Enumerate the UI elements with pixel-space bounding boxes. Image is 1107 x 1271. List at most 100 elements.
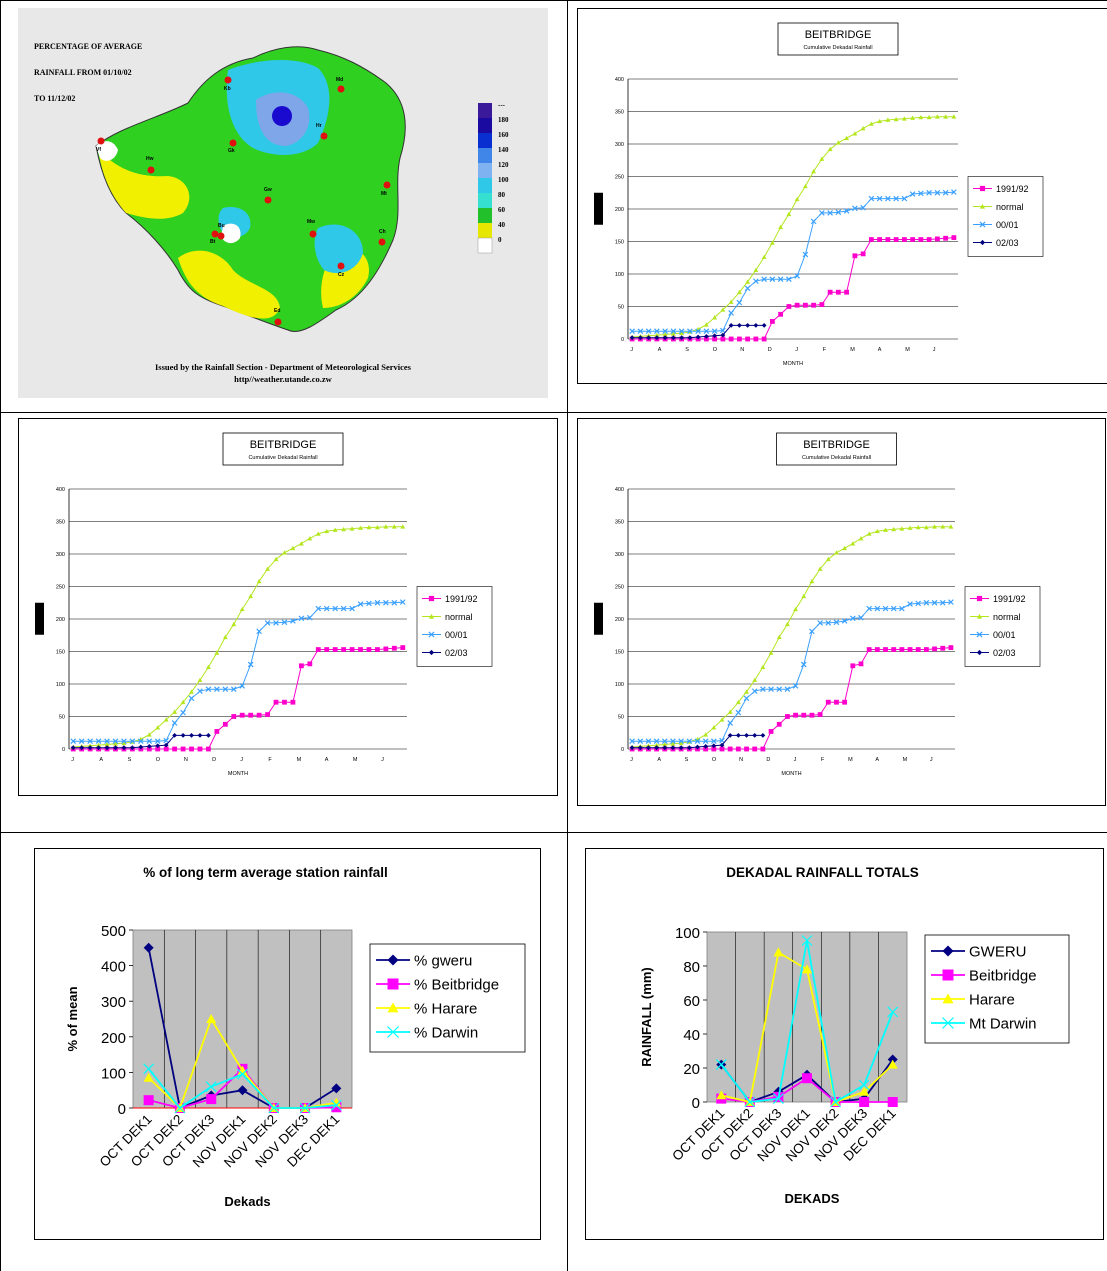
y-tick-label: 150 bbox=[615, 650, 624, 656]
data-point bbox=[866, 605, 872, 612]
data-point bbox=[760, 746, 766, 752]
y-tick-label: 300 bbox=[101, 994, 126, 1011]
data-point bbox=[893, 195, 899, 202]
data-point bbox=[793, 712, 798, 718]
map-legend-colorbar bbox=[477, 103, 493, 254]
legend-label: % gweru bbox=[414, 953, 472, 970]
data-point bbox=[172, 746, 178, 752]
chart-subtitle: Cumulative Dekadal Rainfall bbox=[803, 45, 872, 51]
data-point bbox=[761, 254, 767, 260]
data-point bbox=[802, 302, 808, 308]
data-point bbox=[926, 114, 932, 120]
map-legend-label: 120 bbox=[498, 161, 509, 169]
data-point bbox=[637, 738, 644, 745]
legend-marker bbox=[387, 954, 399, 966]
data-point bbox=[932, 524, 937, 529]
data-point bbox=[197, 688, 203, 694]
data-point bbox=[769, 276, 776, 283]
data-point bbox=[926, 189, 932, 196]
data-point bbox=[172, 709, 178, 714]
y-tick-label: 100 bbox=[615, 682, 624, 688]
data-point bbox=[189, 732, 194, 738]
map-title-line-3: TO 11/12/02 bbox=[34, 94, 76, 103]
data-point bbox=[113, 741, 118, 746]
data-point bbox=[887, 1097, 898, 1107]
data-point bbox=[860, 251, 866, 257]
legend-label: 1991/92 bbox=[445, 594, 478, 604]
x-tick-label: A bbox=[878, 347, 882, 353]
y-tick-label: 100 bbox=[615, 272, 624, 278]
legend-marker bbox=[387, 978, 399, 990]
x-tick-label: M bbox=[905, 347, 910, 353]
x-tick-label: J bbox=[794, 757, 797, 763]
map-station-dots bbox=[97, 76, 391, 326]
legend-label: % Harare bbox=[414, 1001, 477, 1018]
legend-label: % Beitbridge bbox=[414, 977, 499, 994]
data-point bbox=[773, 1093, 784, 1105]
data-point bbox=[720, 336, 726, 342]
y-tick-label: 60 bbox=[683, 993, 700, 1010]
data-point bbox=[391, 599, 398, 606]
data-point bbox=[809, 578, 815, 584]
data-point bbox=[736, 336, 742, 342]
data-point bbox=[366, 524, 372, 530]
data-point bbox=[736, 322, 742, 328]
data-point bbox=[695, 334, 701, 340]
data-point bbox=[802, 183, 808, 189]
y-tick-label: 300 bbox=[56, 552, 65, 558]
data-point bbox=[197, 677, 203, 683]
series-1991/92 bbox=[70, 645, 406, 752]
data-point bbox=[773, 947, 784, 957]
cumulative-chart-3: BEITBRIDGE Cumulative Dekadal Rainfall 0 50… bbox=[594, 432, 1041, 777]
data-point bbox=[745, 336, 751, 342]
data-point bbox=[357, 601, 364, 607]
x-axis-label: Dekads bbox=[224, 1194, 270, 1209]
data-point bbox=[112, 738, 119, 745]
layout-divider-row1 bbox=[0, 412, 1107, 413]
y-tick-label: 80 bbox=[683, 959, 700, 976]
data-point bbox=[939, 599, 946, 606]
data-point bbox=[341, 647, 347, 652]
data-point bbox=[844, 289, 850, 295]
x-tick-label: O bbox=[713, 347, 718, 353]
data-point bbox=[760, 686, 766, 693]
data-point bbox=[934, 236, 940, 242]
data-point bbox=[222, 686, 229, 693]
data-point bbox=[239, 606, 245, 612]
data-point bbox=[146, 732, 152, 737]
data-point bbox=[695, 328, 701, 335]
data-point bbox=[104, 742, 110, 747]
data-point bbox=[273, 699, 279, 705]
series-line bbox=[632, 237, 954, 340]
data-point bbox=[794, 273, 800, 279]
data-point bbox=[670, 738, 676, 745]
data-point bbox=[231, 714, 237, 719]
data-point bbox=[802, 251, 809, 258]
data-point bbox=[882, 605, 889, 612]
data-point bbox=[282, 699, 287, 705]
data-point bbox=[744, 689, 749, 694]
data-point bbox=[189, 689, 194, 694]
map-station-label-vf: Vf bbox=[96, 147, 101, 153]
legend-marker bbox=[979, 221, 986, 228]
data-point bbox=[852, 253, 858, 259]
data-point bbox=[751, 688, 758, 694]
data-point bbox=[349, 526, 355, 531]
data-point bbox=[163, 746, 169, 752]
data-point bbox=[899, 526, 905, 531]
data-point bbox=[830, 1096, 841, 1108]
data-point bbox=[785, 621, 790, 627]
data-point bbox=[206, 664, 211, 670]
legend-label: normal bbox=[996, 202, 1024, 212]
legend-marker bbox=[942, 945, 954, 957]
data-point bbox=[883, 647, 888, 652]
data-point bbox=[237, 1085, 248, 1096]
data-point bbox=[654, 335, 660, 341]
map-legend-label: --- bbox=[498, 101, 505, 109]
data-point bbox=[265, 566, 270, 571]
x-tick-label: F bbox=[821, 757, 825, 763]
chart-subtitle: Cumulative Dekadal Rainfall bbox=[248, 455, 317, 461]
data-point bbox=[860, 126, 866, 131]
data-point bbox=[180, 746, 186, 752]
data-point bbox=[817, 620, 823, 626]
